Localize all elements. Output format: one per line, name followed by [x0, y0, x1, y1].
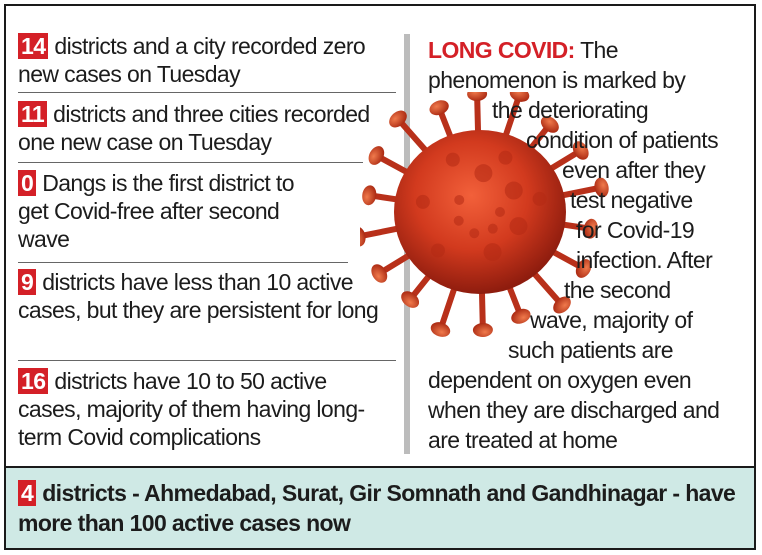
fact-item: 16 districts have 10 to 50 active cases, … [18, 367, 378, 451]
long-covid-line: The [580, 37, 618, 63]
virus-spike-head [509, 92, 530, 102]
footer-description: districts - Ahmedabad, Surat, Gir Somnat… [18, 480, 736, 536]
long-covid-line: when they are discharged and [428, 397, 720, 423]
virus-spike-head [362, 185, 377, 206]
fact-number-badge: 0 [18, 170, 37, 196]
fact-text: Dangs is the first district to get Covid… [18, 170, 295, 252]
virus-surface-bump [454, 194, 465, 205]
virus-spike-head [575, 259, 592, 278]
footer-number-badge: 4 [18, 480, 37, 506]
long-covid-line: condition of patients [526, 127, 719, 153]
virus-surface-bump [509, 217, 528, 236]
divider-line [18, 360, 396, 361]
long-covid-line: dependent on oxygen even [428, 367, 692, 393]
virus-surface-bump [532, 191, 547, 206]
fact-item: 14 districts and a city recorded zero new… [18, 32, 396, 88]
divider-line [18, 162, 363, 163]
virus-spike-head [389, 110, 407, 128]
virus-spike-head [467, 92, 488, 102]
long-covid-line: for Covid-19 [576, 217, 695, 243]
divider-line [18, 262, 348, 263]
virus-spike-head [572, 141, 589, 160]
virus-surface-bump [445, 152, 460, 167]
virus-surface-bump [487, 223, 498, 234]
virus-surface-bump [430, 243, 445, 258]
fact-text: districts have 10 to 50 active cases, ma… [18, 368, 365, 450]
virus-spike-head [429, 100, 449, 116]
coronavirus-icon [360, 92, 609, 337]
virus-spike [394, 115, 432, 157]
fact-text: districts have less than 10 active cases… [18, 269, 379, 323]
fact-number-badge: 11 [18, 101, 48, 127]
virus-spike-head [360, 226, 366, 247]
long-covid-line: wave, majority of [530, 307, 693, 333]
fact-number-badge: 16 [18, 368, 49, 394]
fact-item: 9 districts have less than 10 active case… [18, 268, 380, 324]
virus-surface-bump [498, 150, 513, 165]
virus-spike-head [368, 146, 385, 165]
virus-surface-bump [415, 194, 430, 209]
virus-spike-head [583, 218, 598, 239]
long-covid-title-line: LONG COVID: The [428, 36, 619, 64]
virus-surface-bump [504, 181, 523, 200]
long-covid-title: LONG COVID: [428, 37, 575, 63]
long-covid-line: even after they [562, 157, 706, 183]
fact-item: 11 districts and three cities recorded on… [18, 100, 396, 156]
virus-spike [437, 282, 459, 333]
virus-spike-head [371, 264, 388, 283]
long-covid-line: test negative [570, 187, 693, 213]
virus-surface-bump [474, 164, 493, 183]
long-covid-line: the deteriorating [492, 97, 649, 123]
virus-spike-head [472, 322, 493, 337]
virus-spike-head [511, 308, 531, 324]
long-covid-line: infection. After [576, 247, 713, 273]
long-covid-line: such patients are [508, 337, 674, 363]
virus-surface-bump [469, 228, 480, 239]
virus-spike-head [540, 116, 559, 133]
virus-surface-bump [483, 243, 502, 262]
virus-spike-head [594, 177, 609, 198]
fact-text: districts and three cities recorded one … [18, 101, 370, 155]
virus-spike-head [401, 291, 420, 308]
fact-number-badge: 9 [18, 269, 37, 295]
footer-banner: 4 districts - Ahmedabad, Surat, Gir Somna… [6, 466, 754, 548]
long-covid-line: are treated at home [428, 427, 618, 453]
virus-spike-head [430, 322, 451, 337]
footer-text: 4 districts - Ahmedabad, Surat, Gir Somna… [18, 478, 744, 538]
long-covid-line: phenomenon is marked by [428, 67, 686, 93]
divider-line [18, 92, 396, 93]
virus-spike [528, 267, 566, 309]
fact-number-badge: 14 [18, 33, 49, 59]
virus-spike [501, 92, 523, 142]
fact-item: 0 Dangs is the first district to get Covi… [18, 169, 328, 253]
infographic: 14 districts and a city recorded zero new… [4, 4, 756, 550]
virus-surface-bump [495, 207, 505, 217]
virus-surface-bump [453, 215, 464, 226]
virus-spike-head [553, 296, 571, 314]
long-covid-line: the second [564, 277, 671, 303]
fact-text: districts and a city recorded zero new c… [18, 33, 366, 87]
